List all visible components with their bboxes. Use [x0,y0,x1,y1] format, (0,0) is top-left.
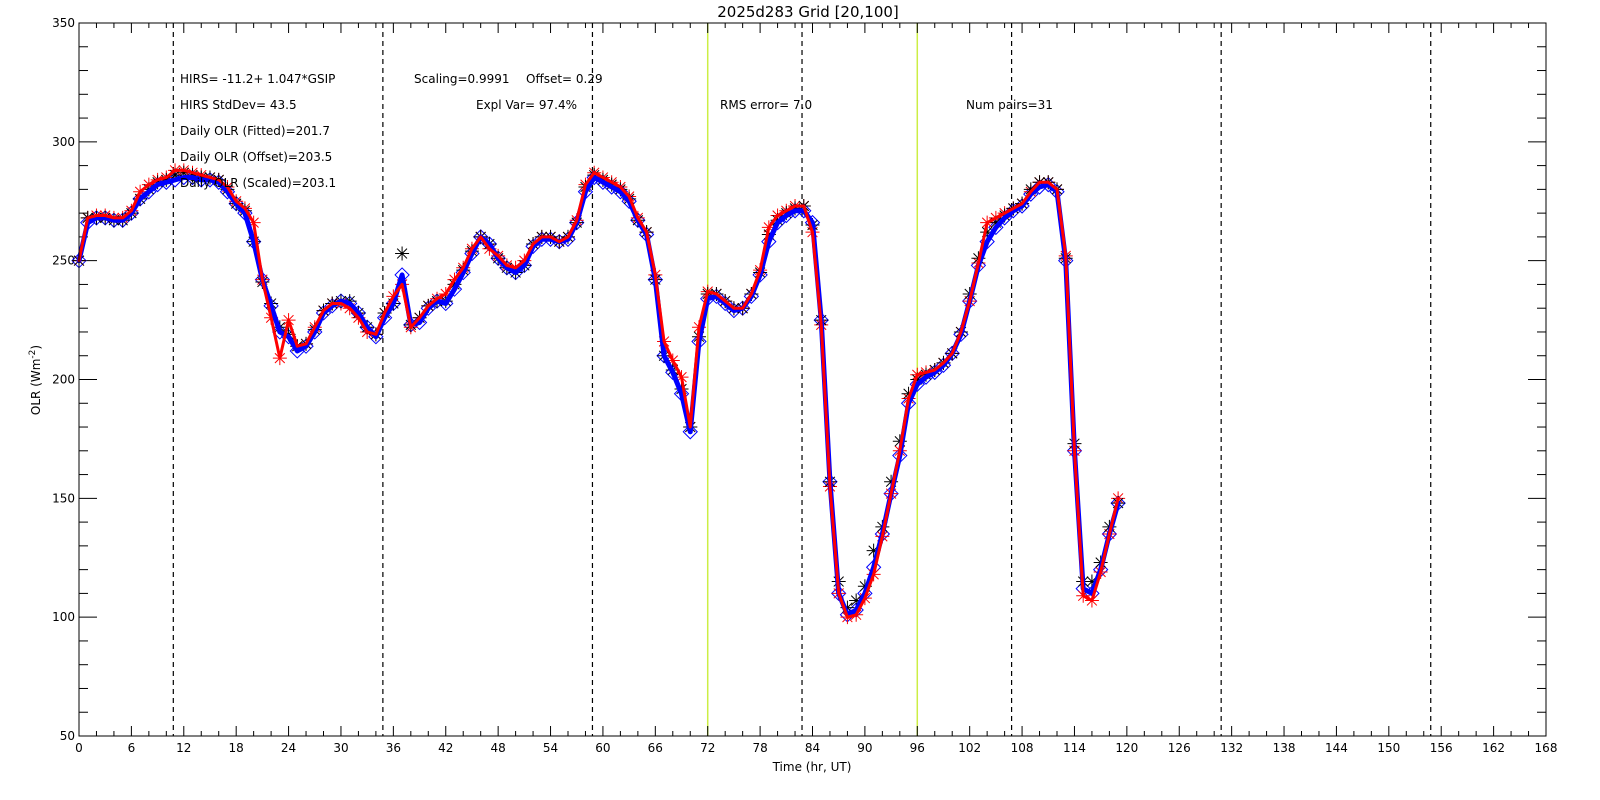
series-2-point-88 [840,600,855,615]
y-tick-label-1: 100 [52,610,75,624]
x-tick-label-26: 156 [1430,741,1453,755]
series-2-point-116 [1084,574,1099,589]
y-axis-label-close: ) [29,345,43,350]
y-tick-label-3: 200 [52,373,75,387]
annotation-daily-scaled: Daily OLR (Scaled)=203.1 [180,176,336,190]
series-2-point-89 [849,593,864,608]
chart-title: 2025d283 Grid [20,100] [717,3,899,21]
y-tick-label-4: 250 [52,254,75,268]
x-tick-label-20: 120 [1115,741,1138,755]
annotation-daily-fitted: Daily OLR (Fitted)=201.7 [180,124,330,138]
annotation-stddev: HIRS StdDev= 43.5 [180,98,297,112]
x-tick-label-15: 90 [857,741,872,755]
x-tick-label-19: 114 [1063,741,1086,755]
x-axis-label: Time (hr, UT) [772,760,852,774]
y-tick-label-5: 300 [52,135,75,149]
x-tick-label-4: 24 [281,741,296,755]
series-2-point-109 [1023,182,1038,197]
series-2-point-37 [395,246,410,261]
series-1-line [77,168,1120,619]
x-tick-label-9: 54 [543,741,558,755]
y-tick-label-6: 350 [52,16,75,30]
x-tick-label-3: 18 [229,741,244,755]
series-2-point-95 [901,386,916,401]
annotation-rms-error: RMS error= 7.0 [720,98,812,112]
x-tick-label-28: 168 [1535,741,1558,755]
series-2-point-105 [988,215,1003,230]
x-tick-label-24: 144 [1325,741,1348,755]
x-tick-label-8: 48 [491,741,506,755]
x-tick-label-11: 66 [648,741,663,755]
y-axis-label-text: OLR (Wm [29,359,43,416]
x-tick-label-6: 36 [386,741,401,755]
series-2-point-104 [980,225,995,240]
x-tick-label-27: 162 [1482,741,1505,755]
series-2-point-93 [884,474,899,489]
annotation-daily-offset: Daily OLR (Offset)=203.5 [180,150,332,164]
annotation-fit-equation: HIRS= -11.2+ 1.047*GSIP [180,72,335,86]
axis-ticks: 0 6 12 18 24 30 36 42 48 54 60 66 72 78 84 90 96 102 108 11… [52,16,1557,755]
x-tick-label-25: 150 [1377,741,1400,755]
x-tick-label-14: 84 [805,741,820,755]
x-tick-label-1: 6 [128,741,136,755]
series-2-point-11 [168,168,183,183]
y-axis-label-superscript: -2 [28,350,38,359]
stats-annotations: HIRS= -11.2+ 1.047*GSIP Scaling=0.9991 O… [180,72,1053,190]
series-0-point-35 [376,309,393,326]
x-tick-label-18: 108 [1011,741,1034,755]
series-2-point-12 [176,165,191,180]
series-2-point-91 [866,543,881,558]
x-tick-label-5: 30 [333,741,348,755]
x-tick-label-16: 96 [910,741,925,755]
annotation-num-pairs: Num pairs=31 [966,98,1053,112]
plot-frame [78,22,1547,737]
annotation-offset: Offset= 0.29 [526,72,603,86]
annotation-expl-var: Expl Var= 97.4% [476,98,577,112]
x-tick-label-12: 72 [700,741,715,755]
x-tick-label-17: 102 [958,741,981,755]
x-tick-label-22: 132 [1220,741,1243,755]
x-tick-label-21: 126 [1168,741,1191,755]
x-tick-label-13: 78 [752,741,767,755]
y-tick-label-0: 50 [60,729,75,743]
x-tick-label-23: 138 [1273,741,1296,755]
x-tick-label-2: 12 [176,741,191,755]
y-axis-label: OLR (Wm-2) [28,345,43,415]
series-2-point-96 [910,372,925,387]
x-tick-label-10: 60 [595,741,610,755]
annotation-scaling: Scaling=0.9991 [414,72,510,86]
y-tick-label-2: 150 [52,491,75,505]
x-tick-label-0: 0 [75,741,83,755]
series-0-point-70 [682,424,698,440]
x-tick-label-7: 42 [438,741,453,755]
